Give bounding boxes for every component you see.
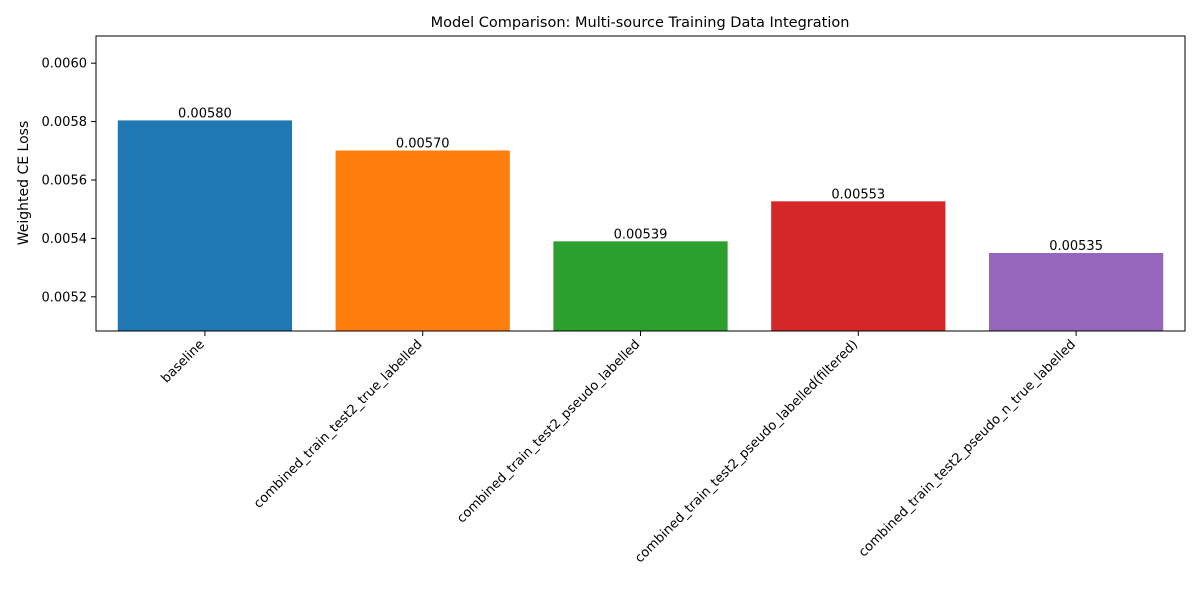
y-tick-label-3: 0.0058: [42, 115, 88, 130]
data-label-4: 0.00535: [1049, 239, 1103, 254]
data-labels-layer: 0.00580 0.00570 0.00539 0.00553 0.00535: [178, 106, 1103, 254]
data-label-2: 0.00539: [614, 227, 668, 242]
y-tick-label-4: 0.0060: [42, 57, 88, 72]
y-tick-label-2: 0.0056: [42, 173, 88, 188]
y-tick-label-0: 0.0052: [42, 290, 88, 305]
y-axis: 0.0052 0.0054 0.0056 0.0058 0.0060: [42, 57, 96, 305]
x-tick-label-3: combined_train_test2_pseudo_labelled(fil…: [632, 337, 861, 566]
x-tick-label-4: combined_train_test2_pseudo_n_true_label…: [856, 337, 1079, 560]
x-tick-label-0: baseline: [159, 337, 208, 386]
bars-layer: [117, 120, 1164, 331]
x-tick-label-2: combined_train_test2_pseudo_labelled: [454, 337, 643, 526]
data-label-1: 0.00570: [396, 136, 450, 151]
y-axis-label: Weighted CE Loss: [16, 121, 32, 246]
plot-frame: [95, 35, 1186, 332]
x-axis: baseline combined_train_test2_true_labell…: [159, 331, 1079, 566]
bar-1: [335, 150, 510, 331]
bar-0: [117, 120, 293, 331]
data-label-0: 0.00580: [178, 106, 232, 121]
data-label-3: 0.00553: [831, 187, 885, 202]
x-tick-label-1: combined_train_test2_true_labelled: [251, 337, 425, 511]
bar-2: [553, 241, 728, 331]
chart-title: Model Comparison: Multi-source Training …: [431, 15, 850, 31]
bar-4: [988, 253, 1164, 331]
bar-3: [771, 201, 946, 331]
y-tick-label-1: 0.0054: [42, 232, 88, 247]
